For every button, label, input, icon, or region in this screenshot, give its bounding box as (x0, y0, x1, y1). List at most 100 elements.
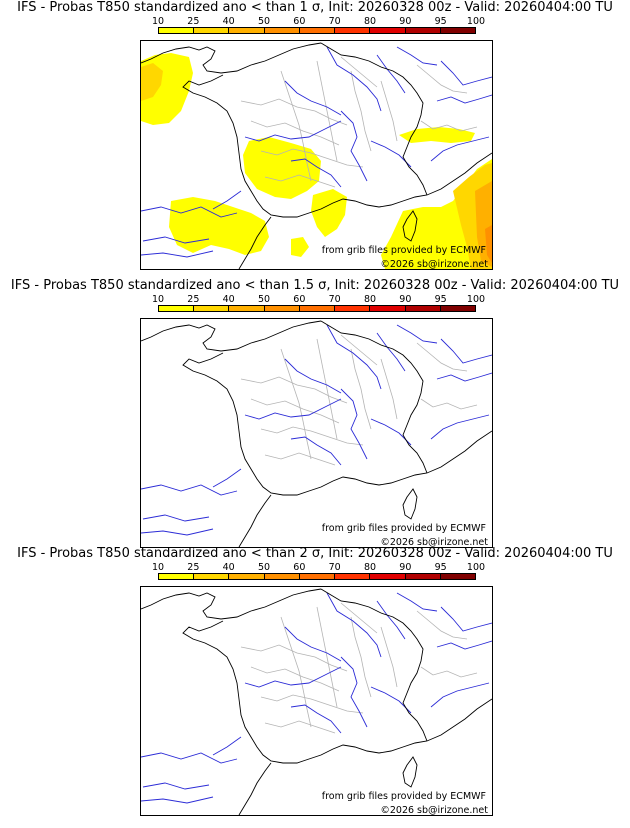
colorbar-ticks: 10 25 40 50 60 70 80 90 95 100 (152, 562, 485, 573)
admin-boundary (316, 338, 338, 440)
map-svg (141, 320, 492, 547)
colorbar-segment (264, 28, 300, 33)
river (290, 436, 342, 466)
admin-boundary (420, 666, 478, 678)
colorbar-segment (405, 306, 441, 311)
colorbar-segment (405, 574, 441, 579)
colorbar-segment (370, 574, 406, 579)
admin-boundary (340, 602, 378, 634)
river (436, 94, 492, 104)
river (212, 468, 242, 488)
admin-boundary (416, 342, 468, 372)
source-credit: from grib files provided by ECMWF (321, 245, 486, 256)
colorbar-segment (405, 28, 441, 33)
colorbar-tick-label: 70 (328, 562, 341, 573)
river (436, 640, 492, 650)
admin-boundary (250, 120, 340, 146)
corsica-coastline (402, 488, 418, 520)
colorbar-tick-label: 60 (293, 294, 306, 305)
probability-region (485, 225, 492, 263)
river (141, 528, 214, 536)
river (142, 236, 210, 244)
admin-boundary (280, 348, 312, 460)
colorbar-tick-label: 50 (257, 562, 271, 573)
river (340, 110, 368, 182)
probability-map: from grib files provided by ECMWF ©2026 … (140, 40, 493, 270)
colorbar (158, 27, 476, 34)
admin-boundary (380, 80, 398, 142)
colorbar-segment (440, 574, 475, 579)
source-credit: from grib files provided by ECMWF (321, 791, 486, 802)
admin-boundary (240, 644, 348, 672)
river (440, 60, 492, 86)
map-panel-3: IFS - Probas T850 standardized ano < tha… (0, 546, 630, 822)
admin-boundary (280, 70, 312, 182)
river (376, 600, 406, 640)
colorbar-segment (264, 574, 300, 579)
admin-boundary (316, 60, 338, 162)
river (430, 682, 490, 708)
colorbar-tick-label: 40 (222, 294, 235, 305)
colorbar-tick-label: 80 (363, 562, 377, 573)
colorbar-tick-label: 90 (399, 562, 412, 573)
admin-boundary (350, 348, 372, 430)
admin-boundary (260, 694, 364, 714)
colorbar-segment (159, 28, 195, 33)
country-border (320, 588, 428, 742)
colorbar-segment (299, 306, 336, 311)
probability-region (243, 137, 321, 199)
map-svg (141, 588, 492, 815)
river (326, 324, 382, 390)
river (290, 158, 342, 188)
colorbar-tick-label: 10 (151, 16, 165, 27)
admin-boundary (264, 452, 336, 466)
river (430, 414, 490, 440)
river (326, 592, 382, 658)
colorbar-segment (159, 306, 195, 311)
map-panel-1: IFS - Probas T850 standardized ano < tha… (0, 0, 630, 276)
admin-boundary (260, 426, 364, 446)
colorbar-segment (229, 306, 265, 311)
admin-boundary (280, 616, 312, 728)
river (284, 80, 342, 116)
colorbar-tick-label: 10 (151, 294, 165, 305)
colorbar (158, 305, 476, 312)
colorbar-tick-label: 100 (466, 562, 486, 573)
river (142, 514, 210, 522)
colorbar-segment (194, 574, 230, 579)
river (141, 796, 214, 804)
admin-boundary (340, 56, 378, 88)
river (141, 752, 238, 764)
probability-region (399, 127, 475, 143)
probability-map: from grib files provided by ECMWF ©2026 … (140, 318, 493, 548)
colorbar-tick-label: 80 (363, 294, 377, 305)
site-credit: ©2026 sb@irizone.net (380, 537, 488, 548)
river (370, 140, 412, 168)
probability-region (141, 63, 163, 101)
colorbar-ticks: 10 25 40 50 60 70 80 90 95 100 (152, 16, 485, 27)
colorbar-tick-label: 25 (187, 16, 200, 27)
colorbar-tick-label: 90 (399, 16, 412, 27)
site-credit: ©2026 sb@irizone.net (380, 259, 488, 270)
river (290, 704, 342, 734)
colorbar-tick-label: 50 (257, 16, 271, 27)
colorbar-segment (335, 28, 371, 33)
colorbar-ticks: 10 25 40 50 60 70 80 90 95 100 (152, 294, 485, 305)
source-credit: from grib files provided by ECMWF (321, 523, 486, 534)
probability-region (169, 197, 269, 255)
colorbar-tick-label: 70 (328, 16, 341, 27)
river (396, 324, 438, 344)
river (340, 656, 368, 728)
colorbar-segment (335, 306, 371, 311)
admin-boundary (416, 64, 468, 94)
country-border (320, 42, 428, 196)
river (142, 782, 210, 790)
colorbar-tick-label: 80 (363, 16, 377, 27)
river (396, 592, 438, 612)
river (376, 332, 406, 372)
admin-boundary (240, 376, 348, 404)
colorbar-segment (440, 306, 475, 311)
colorbar-tick-label: 100 (466, 16, 486, 27)
river (244, 398, 342, 420)
colorbar-tick-label: 50 (257, 294, 271, 305)
